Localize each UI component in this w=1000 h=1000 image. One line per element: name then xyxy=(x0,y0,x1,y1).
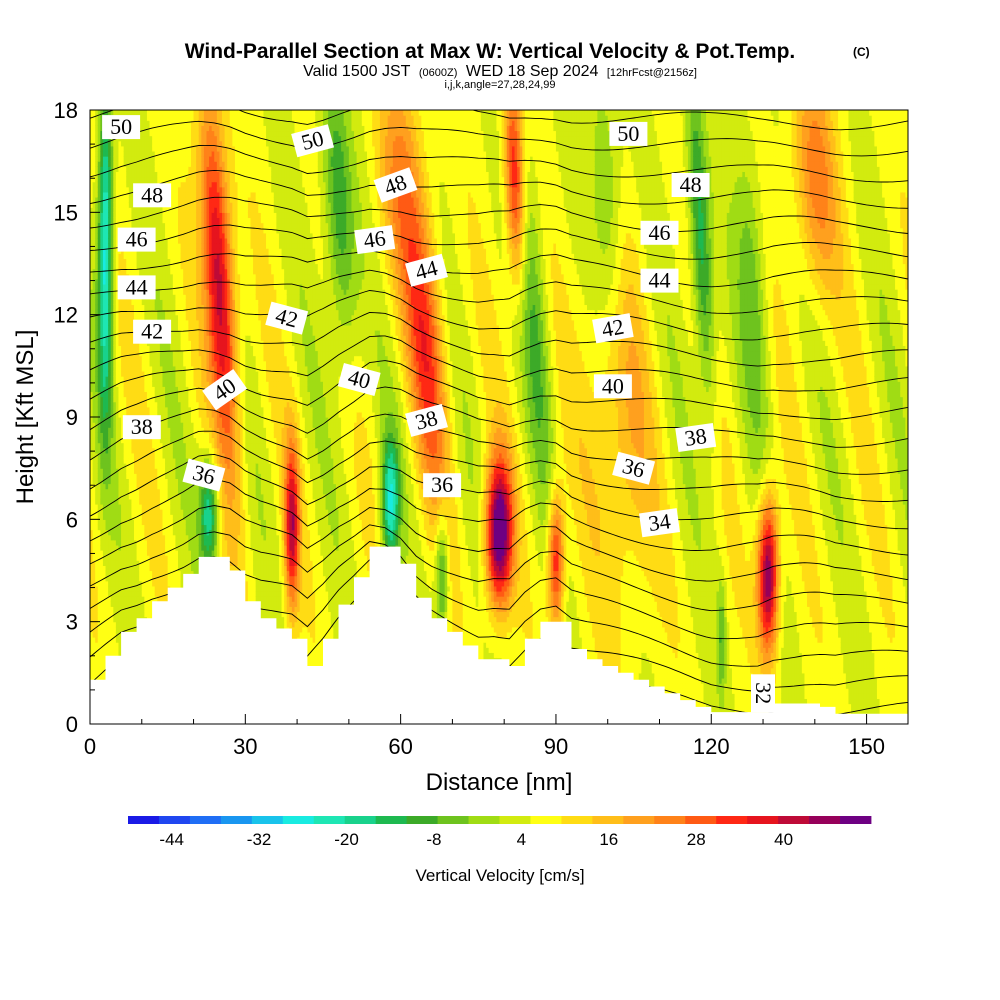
chart-title: Wind-Parallel Section at Max W: Vertical… xyxy=(185,40,796,63)
subtitle-valid: Valid 1500 JST xyxy=(303,63,411,80)
chart-title-mark: (C) xyxy=(853,45,870,59)
cross-section-chart: Wind-Parallel Section at Max W: Vertical… xyxy=(0,0,1000,1000)
chart-subtitle: Valid 1500 JST (0600Z) WED 18 Sep 2024 [… xyxy=(303,63,697,80)
subtitle-utc: (0600Z) xyxy=(419,67,458,79)
subtitle-date: WED 18 Sep 2024 xyxy=(466,63,599,80)
subtitle-fcst: [12hrFcst@2156z] xyxy=(607,67,697,79)
chart-subtitle-indices: i,j,k,angle=27,28,24,99 xyxy=(444,79,555,91)
